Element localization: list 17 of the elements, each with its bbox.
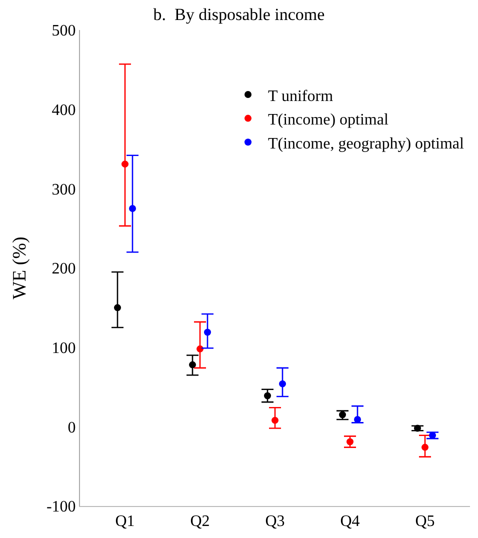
x-tick-label: Q5 xyxy=(415,513,435,530)
y-axis-title: WE (%) xyxy=(9,236,30,300)
legend-label: T uniform xyxy=(268,88,334,105)
y-tick-label: 500 xyxy=(52,22,76,40)
legend-label: T(income) optimal xyxy=(268,112,389,129)
x-tick-label: Q4 xyxy=(340,513,360,530)
y-tick-label: 400 xyxy=(52,102,76,119)
y-tick-label: 100 xyxy=(52,340,76,357)
y-tick-label: 0 xyxy=(68,419,76,436)
x-tick-label: Q3 xyxy=(265,513,285,530)
x-tick-label: Q2 xyxy=(190,513,210,530)
y-tick-label: 200 xyxy=(52,260,76,278)
chart-title: b. By disposable income xyxy=(153,4,325,24)
legend-label: T(income, geography) optimal xyxy=(268,135,464,152)
x-tick-label: Q1 xyxy=(115,513,135,530)
y-tick-label: -100 xyxy=(46,498,76,516)
y-tick-label: 300 xyxy=(52,181,76,198)
